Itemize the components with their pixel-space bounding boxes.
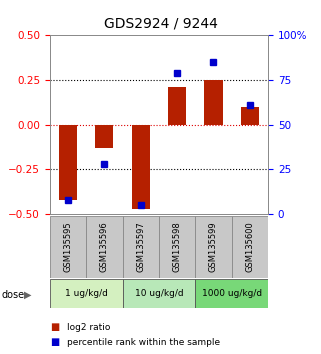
Text: GSM135598: GSM135598 xyxy=(173,221,182,272)
Bar xyxy=(159,216,195,278)
Text: GSM135597: GSM135597 xyxy=(136,221,145,272)
Text: GSM135599: GSM135599 xyxy=(209,221,218,272)
Text: ▶: ▶ xyxy=(24,290,31,299)
Text: GSM135600: GSM135600 xyxy=(245,221,254,272)
Bar xyxy=(241,107,259,125)
Text: GSM135595: GSM135595 xyxy=(64,221,73,272)
Bar xyxy=(86,216,123,278)
Bar xyxy=(59,125,77,200)
Bar xyxy=(123,279,195,308)
Bar xyxy=(95,125,113,148)
Bar xyxy=(168,87,186,125)
Bar xyxy=(204,80,222,125)
Text: GDS2924 / 9244: GDS2924 / 9244 xyxy=(104,17,217,31)
Bar xyxy=(123,216,159,278)
Text: 1 ug/kg/d: 1 ug/kg/d xyxy=(65,289,108,298)
Text: GSM135596: GSM135596 xyxy=(100,221,109,272)
Bar xyxy=(232,216,268,278)
Text: dose: dose xyxy=(2,290,25,299)
Text: percentile rank within the sample: percentile rank within the sample xyxy=(67,338,221,347)
Bar xyxy=(132,125,150,209)
Bar xyxy=(50,279,123,308)
Text: ■: ■ xyxy=(50,322,59,332)
Bar xyxy=(195,216,232,278)
Bar xyxy=(195,279,268,308)
Text: 1000 ug/kg/d: 1000 ug/kg/d xyxy=(202,289,262,298)
Text: log2 ratio: log2 ratio xyxy=(67,323,111,332)
Bar xyxy=(50,216,86,278)
Text: 10 ug/kg/d: 10 ug/kg/d xyxy=(134,289,183,298)
Text: ■: ■ xyxy=(50,337,59,347)
